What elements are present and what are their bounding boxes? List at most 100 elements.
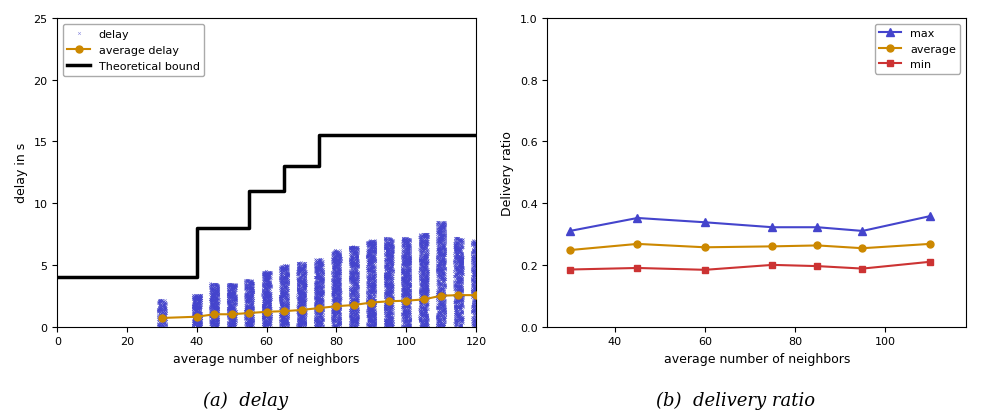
delay [289,286,305,293]
delay [329,280,344,286]
delay [328,297,343,303]
delay [242,297,258,303]
delay [432,263,447,269]
delay [293,278,309,285]
delay [206,321,222,328]
delay [455,316,471,322]
delay [350,308,366,315]
delay [203,297,219,303]
delay [256,305,272,311]
delay [468,257,484,263]
delay [367,303,383,309]
delay [469,298,485,304]
delay [223,283,238,290]
delay [211,291,227,298]
delay [397,290,413,296]
delay [436,282,451,289]
delay [454,314,470,321]
delay [467,263,483,270]
delay [342,244,358,251]
delay [186,304,202,310]
delay [193,315,209,321]
delay [309,301,325,307]
delay [467,270,483,276]
delay [416,282,432,288]
delay [310,289,326,295]
delay [296,301,312,307]
delay [381,248,396,254]
delay [418,261,434,267]
delay [315,297,331,303]
delay [367,311,383,317]
delay [362,248,378,254]
delay [362,294,378,301]
delay [398,322,414,329]
delay [260,320,276,327]
delay [415,268,431,275]
delay [465,293,481,299]
delay [257,309,273,315]
delay [378,273,393,280]
delay [241,292,257,299]
delay [472,297,488,304]
delay [464,306,480,313]
delay [420,256,436,263]
delay [325,309,340,316]
delay [432,285,447,291]
delay [401,237,417,243]
delay [468,238,484,245]
delay [315,277,331,283]
delay [278,274,293,280]
delay [362,322,378,329]
delay [310,272,326,279]
delay [205,317,221,323]
delay [416,249,432,256]
delay [419,323,435,329]
delay [381,275,396,282]
delay [395,238,411,244]
delay [368,317,384,324]
delay [452,304,468,311]
delay [383,315,398,322]
delay [344,296,360,302]
delay [329,264,344,271]
delay [401,275,417,282]
delay [154,317,170,323]
delay [331,319,346,326]
delay [401,270,417,276]
delay [472,292,488,299]
delay [345,289,361,295]
delay [350,319,366,326]
delay [256,304,272,310]
delay [366,285,382,291]
delay [414,306,430,313]
delay [472,262,488,268]
delay [276,304,291,311]
delay [413,256,429,262]
delay [346,304,362,311]
delay [365,314,381,320]
delay [190,321,206,328]
delay [399,305,415,311]
delay [187,316,203,323]
delay [239,320,255,327]
delay [158,304,174,311]
delay [366,238,382,244]
delay [208,320,224,327]
delay [243,321,259,328]
delay [309,298,325,304]
delay [471,280,487,287]
delay [296,299,312,305]
delay [452,297,468,303]
delay [414,261,430,267]
delay [401,297,417,303]
delay [243,284,259,291]
delay [363,318,379,324]
delay [331,313,346,320]
delay [466,290,482,297]
delay [312,322,328,329]
delay [447,293,463,299]
delay [449,247,465,254]
delay [449,304,465,311]
delay [470,306,486,313]
